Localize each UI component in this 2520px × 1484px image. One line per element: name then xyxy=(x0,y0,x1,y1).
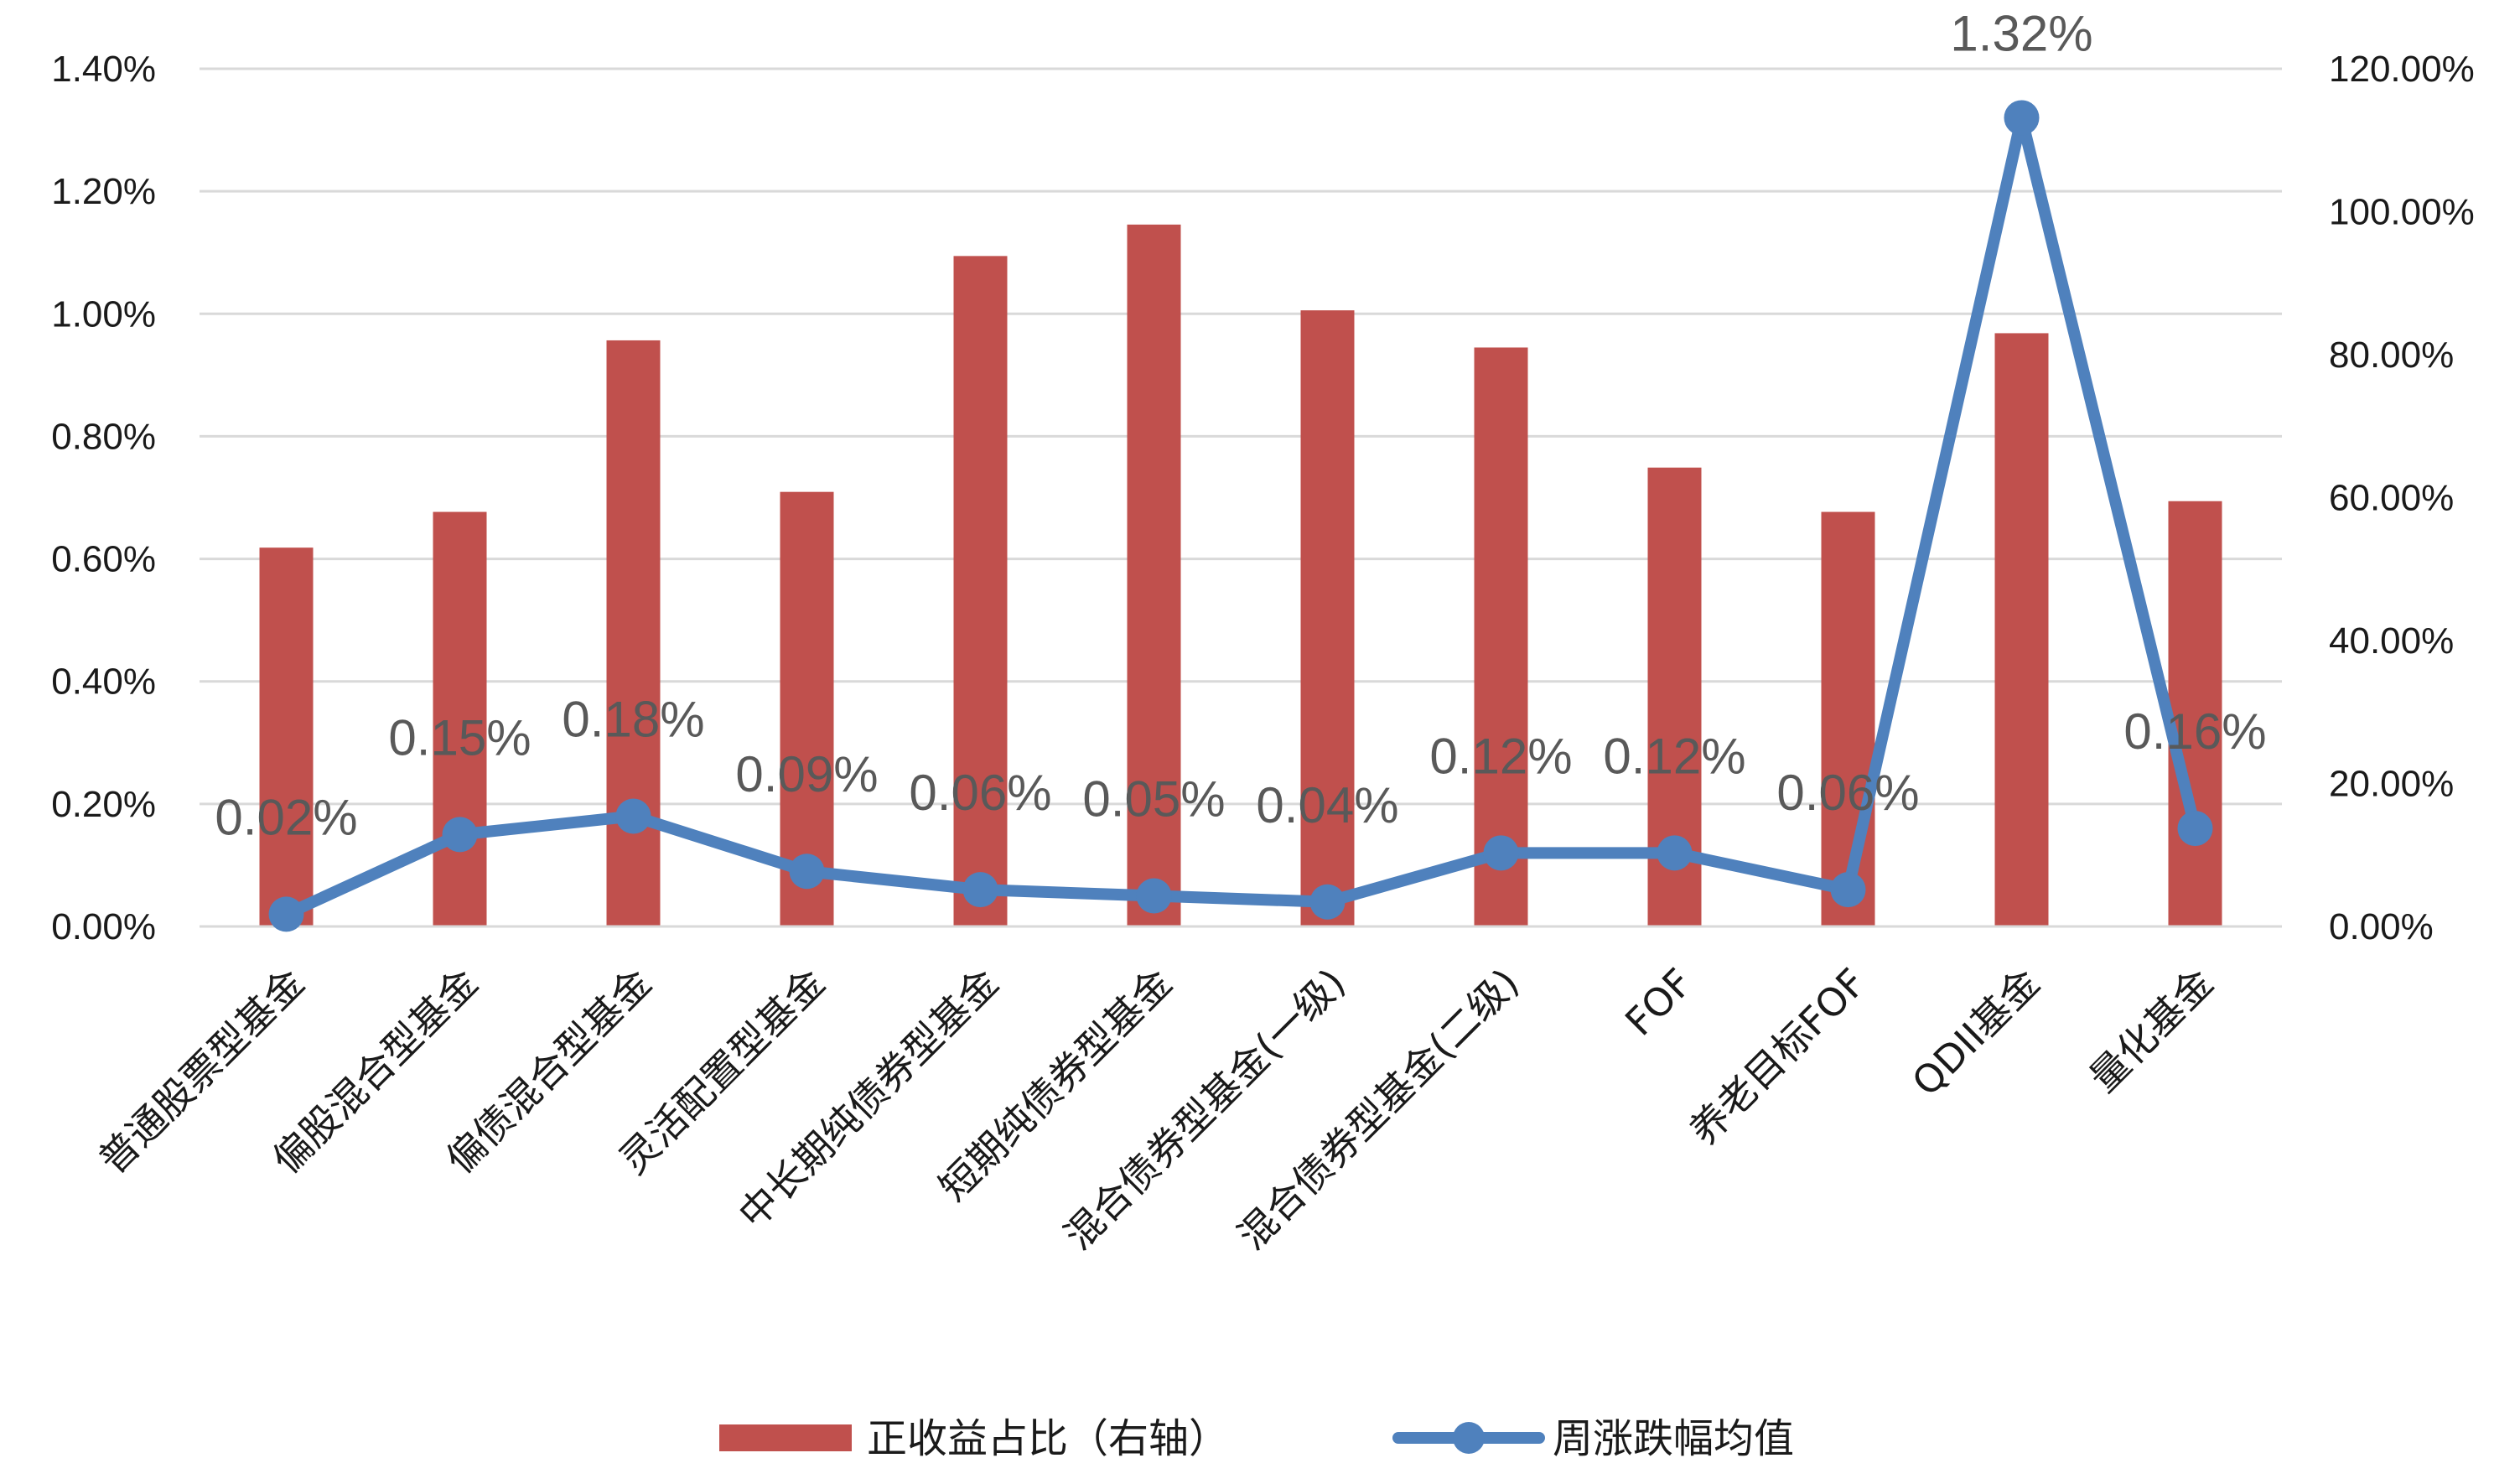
right-tick-label: 0.00% xyxy=(2329,906,2434,947)
bar xyxy=(259,547,314,926)
line-point xyxy=(2177,811,2213,847)
left-tick-label: 0.40% xyxy=(51,662,156,703)
left-tick-label: 0.80% xyxy=(51,416,156,457)
legend-label-bar: 正收益占比（右轴） xyxy=(867,1415,1229,1462)
data-label: 0.18% xyxy=(562,691,704,747)
data-labels: 0.02% 0.15% 0.18% 0.09% 0.06% 0.05% 0.04% 0.12%… xyxy=(215,5,2266,845)
category-label: 量化基金 xyxy=(2081,960,2222,1101)
line-point xyxy=(1483,835,1519,871)
data-label: 0.04% xyxy=(1256,777,1398,833)
left-tick-label: 0.20% xyxy=(51,784,156,825)
left-tick-label: 1.00% xyxy=(51,293,156,335)
data-label: 0.09% xyxy=(735,746,878,802)
legend-label-line: 周涨跌幅均值 xyxy=(1553,1415,1794,1462)
line-point xyxy=(442,817,478,853)
data-label: 0.05% xyxy=(1082,771,1225,827)
legend-swatch-bar xyxy=(719,1424,852,1451)
line-point xyxy=(615,798,651,834)
line-series xyxy=(268,100,2213,932)
data-label: 0.12% xyxy=(1603,728,1745,784)
left-tick-label: 0.00% xyxy=(51,906,156,947)
bar xyxy=(1300,310,1355,926)
category-label: 混合债券型基金(一级) xyxy=(1055,960,1354,1258)
data-label: 0.02% xyxy=(215,789,357,845)
left-tick-label: 0.60% xyxy=(51,539,156,580)
data-label: 1.32% xyxy=(1950,5,2092,61)
data-label: 0.16% xyxy=(2123,703,2266,760)
grid xyxy=(200,67,2282,806)
series-line xyxy=(280,112,2201,921)
line-point xyxy=(1136,878,1172,914)
bar xyxy=(2168,501,2222,926)
line-point xyxy=(2004,100,2040,136)
right-axis: 0.00% 20.00% 40.00% 60.00% 80.00% 100.00% 120.… xyxy=(2329,49,2475,947)
category-label: 混合债券型基金(二级) xyxy=(1229,960,1527,1258)
left-axis: 0.00% 0.20% 0.40% 0.60% 0.80% 1.00% 1.20% 1.40% xyxy=(51,49,156,947)
bar xyxy=(1127,224,1181,927)
line-point xyxy=(1657,835,1693,871)
category-label: 养老目标FOF xyxy=(1681,960,1874,1154)
data-label: 0.12% xyxy=(1429,728,1572,784)
category-labels: 普通股票型基金偏股混合型基金偏债混合型基金灵活配置型基金中长期纯债券型基金短期纯… xyxy=(90,960,2222,1258)
bar xyxy=(953,256,1008,927)
bar xyxy=(606,340,661,926)
line-point xyxy=(1309,884,1346,920)
left-tick-label: 1.40% xyxy=(51,49,156,90)
right-tick-label: 120.00% xyxy=(2329,49,2475,90)
category-label: QDII基金 xyxy=(1903,960,2048,1105)
right-tick-label: 40.00% xyxy=(2329,620,2454,662)
right-tick-label: 100.00% xyxy=(2329,192,2475,233)
line-point xyxy=(268,896,304,932)
bar xyxy=(1821,511,1875,926)
line-point xyxy=(962,872,998,908)
bar xyxy=(1994,333,2049,926)
bar xyxy=(1474,347,1528,927)
legend: 正收益占比（右轴） 周涨跌幅均值 xyxy=(719,1415,1794,1462)
data-label: 0.06% xyxy=(1776,765,1919,821)
bar xyxy=(433,511,487,926)
data-label: 0.06% xyxy=(909,765,1051,821)
left-tick-label: 1.20% xyxy=(51,171,156,212)
line-point xyxy=(1830,872,1866,908)
category-label: FOF xyxy=(1616,960,1701,1045)
right-tick-label: 80.00% xyxy=(2329,335,2454,376)
right-tick-label: 20.00% xyxy=(2329,764,2454,805)
data-label: 0.15% xyxy=(388,709,531,765)
bar-series xyxy=(259,224,2222,927)
legend-marker-line xyxy=(1453,1422,1485,1454)
right-tick-label: 60.00% xyxy=(2329,478,2454,519)
line-point xyxy=(789,854,825,890)
